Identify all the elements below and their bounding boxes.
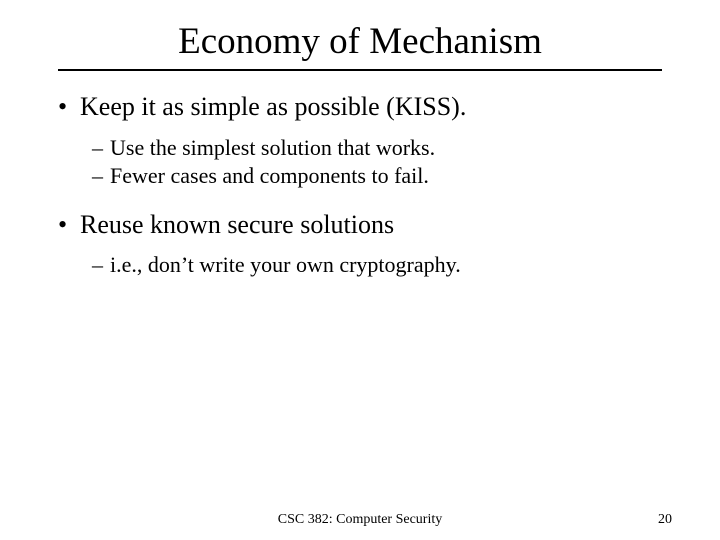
- slide: Economy of Mechanism • Keep it as simple…: [0, 0, 720, 540]
- bullet-level2: – Fewer cases and components to fail.: [92, 162, 670, 191]
- bullet-level2: – i.e., don’t write your own cryptograph…: [92, 251, 670, 280]
- title-underline: [58, 69, 662, 71]
- bullet-level1: • Reuse known secure solutions: [58, 209, 670, 242]
- bullet-icon: •: [58, 91, 67, 124]
- slide-content: • Keep it as simple as possible (KISS). …: [50, 91, 670, 280]
- bullet-level1: • Keep it as simple as possible (KISS).: [58, 91, 670, 124]
- dash-icon: –: [92, 134, 103, 163]
- bullet-text: Reuse known secure solutions: [80, 210, 394, 239]
- dash-icon: –: [92, 251, 103, 280]
- slide-title: Economy of Mechanism: [50, 20, 670, 63]
- bullet-level2: – Use the simplest solution that works.: [92, 134, 670, 163]
- sub-bullet-text: Fewer cases and components to fail.: [110, 163, 429, 188]
- footer-center-text: CSC 382: Computer Security: [0, 512, 720, 528]
- sub-bullet-text: Use the simplest solution that works.: [110, 135, 435, 160]
- page-number: 20: [658, 512, 672, 528]
- bullet-text: Keep it as simple as possible (KISS).: [80, 92, 466, 121]
- sub-bullet-group: – Use the simplest solution that works. …: [92, 134, 670, 191]
- sub-bullet-group: – i.e., don’t write your own cryptograph…: [92, 251, 670, 280]
- bullet-icon: •: [58, 209, 67, 242]
- sub-bullet-text: i.e., don’t write your own cryptography.: [110, 252, 461, 277]
- dash-icon: –: [92, 162, 103, 191]
